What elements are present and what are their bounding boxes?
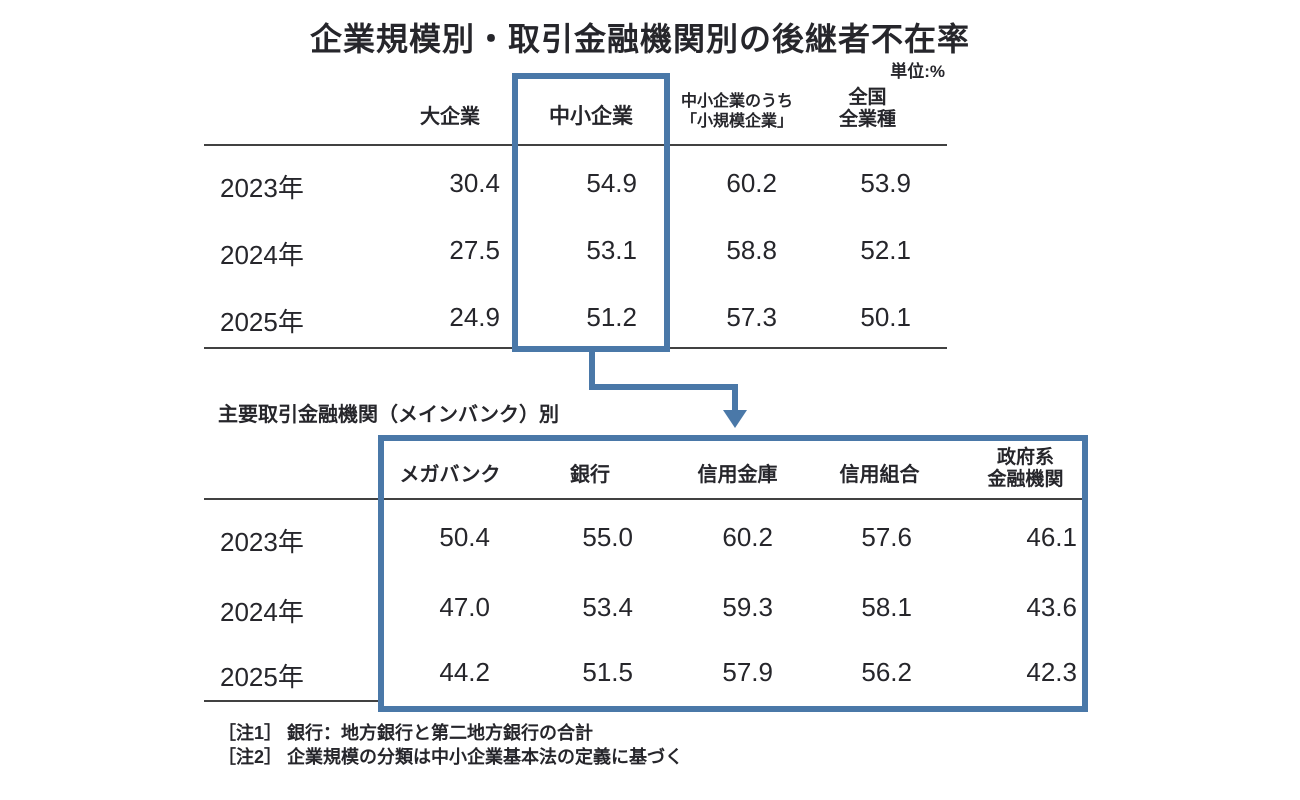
table2-cell-r1c4: 57.6	[861, 522, 912, 552]
table2-row3-year: 2025年	[220, 662, 304, 692]
table2-cell-r3c2: 51.5	[582, 657, 633, 687]
table1-header-small-company-line1: 中小企業のうち	[680, 93, 793, 110]
figure-title: 企業規模別・取引金融機関別の後継者不在率	[309, 21, 970, 57]
table1-row2-year: 2024年	[220, 240, 304, 270]
table2-cell-r3c3: 57.9	[722, 657, 773, 687]
table1-cell-r3c4: 50.1	[860, 302, 911, 332]
table2-header-megabank: メガバンク	[399, 464, 501, 486]
table2-cell-r2c3: 59.3	[722, 592, 773, 622]
unit-label: 単位:%	[890, 62, 945, 81]
table2-header-rule	[204, 498, 1088, 500]
table1-header-national: 全国 全業種	[805, 87, 930, 131]
table1-row3-year: 2025年	[220, 307, 304, 337]
table2-header-government: 政府系 金融機関	[958, 447, 1093, 491]
table1-cell-r2c1: 27.5	[449, 235, 500, 265]
table2-header-government-line2: 金融機関	[987, 469, 1064, 490]
arrow-connector-horizontal	[589, 384, 738, 390]
arrow-down-icon	[723, 410, 747, 428]
table1-cell-r3c1: 24.9	[449, 302, 500, 332]
table2-row1-year: 2023年	[220, 527, 304, 557]
table1-cell-r1c2: 54.9	[586, 168, 637, 198]
table2-cell-r2c5: 43.6	[1026, 592, 1077, 622]
table2-row2-year: 2024年	[220, 597, 304, 627]
table1-cell-r1c1: 30.4	[449, 168, 500, 198]
arrow-connector-vertical1	[589, 350, 595, 388]
table2-cell-r2c1: 47.0	[439, 592, 490, 622]
table2-cell-r2c4: 58.1	[861, 592, 912, 622]
table2-header-government-line1: 政府系	[996, 447, 1054, 468]
table1-cell-r2c4: 52.1	[860, 235, 911, 265]
table2-cell-r1c2: 55.0	[582, 522, 633, 552]
table2-header-shinkin: 信用金庫	[697, 464, 778, 486]
table2-cell-r3c4: 56.2	[861, 657, 912, 687]
table1-header-large-company: 大企業	[420, 106, 480, 128]
table1-cell-r1c3: 60.2	[726, 168, 777, 198]
arrow-connector-vertical2	[732, 384, 738, 412]
table1-header-sme: 中小企業	[549, 105, 633, 128]
table1-cell-r2c3: 58.8	[726, 235, 777, 265]
table2-cell-r1c5: 46.1	[1026, 522, 1077, 552]
table2-cell-r1c3: 60.2	[722, 522, 773, 552]
table1-cell-r2c2: 53.1	[586, 235, 637, 265]
footnote-2: ［注2］ 企業規模の分類は中小企業基本法の定義に基づく	[218, 747, 684, 767]
table1-cell-r1c4: 53.9	[860, 168, 911, 198]
table2-header-credit-union: 信用組合	[839, 464, 920, 486]
footnote-1: ［注1］ 銀行：地方銀行と第二地方銀行の合計	[218, 723, 594, 743]
table1-header-small-company: 中小企業のうち 「小規模企業」	[662, 92, 812, 132]
table2-cell-r1c1: 50.4	[439, 522, 490, 552]
bank-table-frame	[378, 435, 1088, 712]
table1-top-rule	[204, 144, 947, 146]
table1-header-small-company-line2: 「小規模企業」	[680, 113, 793, 130]
table2-cell-r3c5: 42.3	[1026, 657, 1077, 687]
table2-cell-r3c1: 44.2	[439, 657, 490, 687]
bank-section-label: 主要取引金融機関（メインバンク）別	[218, 404, 559, 426]
table1-header-national-line2: 全業種	[838, 109, 896, 130]
sme-highlight-box	[512, 73, 670, 352]
table1-cell-r3c3: 57.3	[726, 302, 777, 332]
table1-row1-year: 2023年	[220, 173, 304, 203]
table2-cell-r2c2: 53.4	[582, 592, 633, 622]
table2-bottom-rule	[204, 700, 380, 702]
table2-header-bank: 銀行	[570, 464, 610, 486]
table1-cell-r3c2: 51.2	[586, 302, 637, 332]
table1-header-national-line1: 全国	[848, 87, 887, 108]
